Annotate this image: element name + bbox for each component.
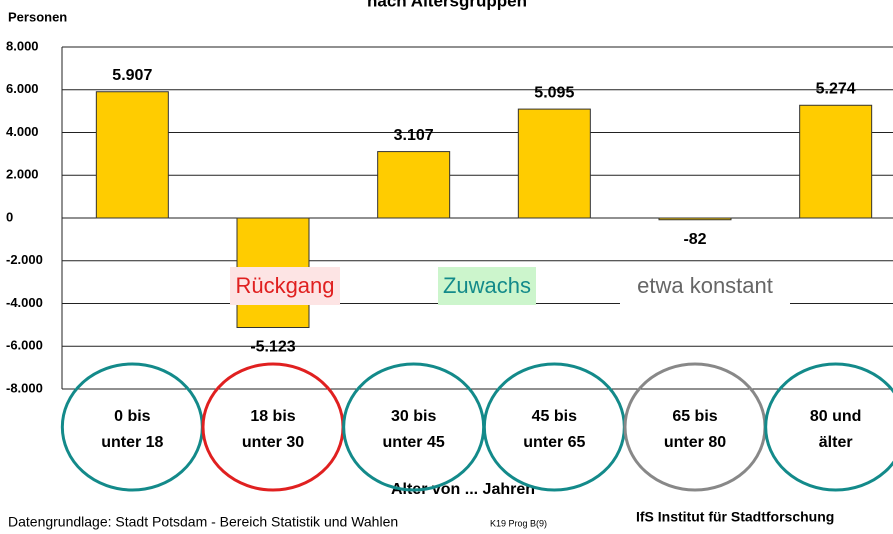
y-tick-label: -4.000 <box>6 295 43 310</box>
institute: IfS Institut für Stadtforschung <box>636 509 834 525</box>
bar <box>799 104 873 219</box>
y-tick-label: 2.000 <box>6 167 39 182</box>
category-circle <box>342 362 486 492</box>
annotation: etwa konstant <box>637 273 773 298</box>
x-tick-label: 0 bis <box>114 408 151 425</box>
y-tick-label: 0 <box>6 209 13 224</box>
chart-title: nach Altersgruppen <box>367 0 527 10</box>
annotation: Zuwachs <box>443 273 531 298</box>
annotation: Rückgang <box>235 273 334 298</box>
annotation-bg <box>230 267 340 305</box>
value-label: 5.907 <box>112 67 152 84</box>
bar <box>517 108 591 219</box>
x-tick-label: unter 80 <box>664 434 726 451</box>
bar <box>95 91 169 219</box>
category-circle <box>60 362 204 492</box>
value-label: 5.095 <box>534 84 574 101</box>
annotation-bg <box>620 267 790 305</box>
value-label: -82 <box>683 231 706 248</box>
x-tick-label: unter 65 <box>523 434 585 451</box>
bar <box>658 217 732 221</box>
category-circle <box>201 362 345 492</box>
x-axis-label: Alter von ... Jahren <box>391 481 535 498</box>
x-tick-label: 80 und <box>810 408 862 425</box>
x-tick-label: älter <box>819 434 853 451</box>
source: Datengrundlage: Stadt Potsdam - Bereich … <box>8 514 398 530</box>
y-tick-label: -8.000 <box>6 380 43 395</box>
value-label: -5.123 <box>250 339 295 356</box>
x-tick-label: 30 bis <box>391 408 436 425</box>
x-tick-label: unter 18 <box>101 434 163 451</box>
x-tick-label: 45 bis <box>532 408 577 425</box>
value-label: 5.274 <box>816 80 856 97</box>
x-tick-label: unter 45 <box>383 434 445 451</box>
y-tick-label: -6.000 <box>6 338 43 353</box>
category-circle <box>623 362 767 492</box>
code: K19 Prog B(9) <box>490 518 547 528</box>
bar <box>377 151 451 219</box>
x-tick-label: 65 bis <box>672 408 717 425</box>
y-tick-label: -2.000 <box>6 252 43 267</box>
category-circle <box>764 362 893 492</box>
value-label: 3.107 <box>394 127 434 144</box>
x-tick-label: 18 bis <box>250 408 295 425</box>
annotation-bg <box>438 267 536 305</box>
y-tick-label: 8.000 <box>6 38 39 53</box>
x-tick-label: unter 30 <box>242 434 304 451</box>
y-axis-label: Personen <box>8 9 67 24</box>
y-tick-label: 6.000 <box>6 81 39 96</box>
y-tick-label: 4.000 <box>6 124 39 139</box>
category-circle <box>482 362 626 492</box>
